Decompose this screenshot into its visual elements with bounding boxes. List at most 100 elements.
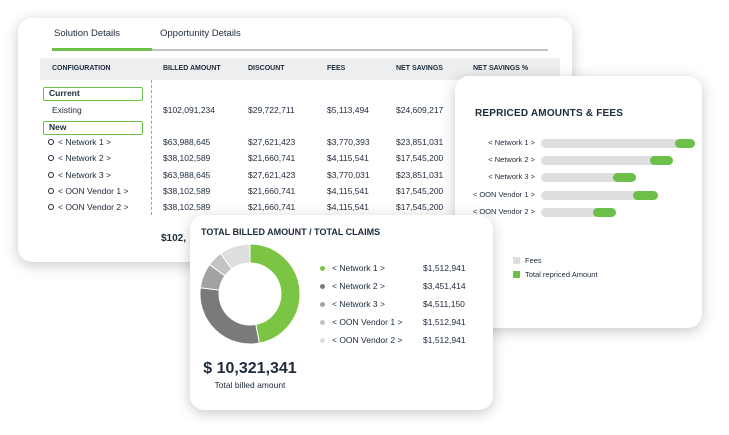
legend-dot-icon [320, 320, 325, 325]
repriced-amount-bar [675, 139, 695, 148]
column-header-bar [40, 58, 560, 80]
legend-item-value: $4,511,150 [423, 299, 465, 309]
fees-cell: $3,770,393 [327, 137, 370, 147]
tab-solution-details[interactable]: Solution Details [54, 28, 121, 39]
repriced-amount-bar [650, 156, 673, 165]
existing-net-savings: $24,609,217 [396, 105, 444, 115]
network-1-row-label[interactable]: < Network 1 > [48, 137, 111, 147]
discount-cell: $27,621,423 [248, 137, 296, 147]
billed-amount-cell: $63,988,645 [163, 137, 211, 147]
existing-row-label: Existing [52, 105, 82, 115]
tab-bar: Solution Details Opportunity Details [52, 26, 548, 54]
network-2-row-label[interactable]: < Network 2 > [48, 153, 111, 163]
repriced-amounts-card: REPRICED AMOUNTS & FEES < Network 1 > < N… [455, 76, 702, 328]
legend-fees-swatch [513, 257, 520, 264]
repriced-amount-bar [593, 208, 616, 217]
repriced-amount-bar [633, 191, 658, 200]
repriced-amount-bar [613, 173, 636, 182]
net-savings-cell: $17,545,200 [396, 153, 444, 163]
net-savings-cell: $23,851,031 [396, 137, 444, 147]
billed-amount-cell: $63,988,645 [163, 170, 211, 180]
discount-cell: $21,660,741 [248, 202, 296, 212]
donut-legend-item: < OON Vendor 1 > $1,512,941 [320, 317, 480, 329]
donut-slice [199, 287, 260, 345]
fees-bar [541, 191, 658, 200]
discount-cell: $21,660,741 [248, 153, 296, 163]
legend-item-value: $1,512,941 [423, 335, 466, 345]
net-savings-cell: $23,851,031 [396, 170, 444, 180]
fees-cell: $4,115,541 [327, 153, 369, 163]
discount-cell: $21,660,741 [248, 186, 296, 196]
repriced-row-label: < OON Vendor 2 > [472, 207, 535, 216]
col-header-net-savings: NET SAVINGS [396, 65, 443, 72]
total-billed-value: $ 10,321,341 [203, 360, 297, 377]
donut-title: TOTAL BILLED AMOUNT / TOTAL CLAIMS [201, 227, 381, 237]
current-section-label: Current [43, 87, 143, 101]
legend-fees-label: Fees [525, 256, 542, 265]
repriced-row-label: < OON Vendor 1 > [472, 190, 535, 199]
col-header-discount: DISCOUNT [248, 65, 285, 72]
col-header-fees: FEES [327, 65, 346, 72]
total-billed-label: Total billed amount [214, 380, 286, 390]
billed-amount-cell: $38,102,589 [163, 186, 211, 196]
fees-bar [541, 208, 616, 217]
tab-underline [52, 49, 548, 51]
total-billed-amount-card: TOTAL BILLED AMOUNT / TOTAL CLAIMS $ 10,… [190, 215, 493, 410]
existing-billed-amount: $102,091,234 [163, 105, 215, 115]
repriced-row-label: < Network 2 > [488, 155, 535, 164]
repriced-row-label: < Network 3 > [488, 172, 535, 181]
existing-fees: $5,113,494 [327, 105, 369, 115]
repriced-title: REPRICED AMOUNTS & FEES [475, 108, 624, 119]
fees-cell: $4,115,541 [327, 186, 369, 196]
legend-item-value: $3,451,414 [423, 281, 466, 291]
fees-cell: $4,115,541 [327, 202, 369, 212]
donut-legend-item: < Network 1 > $1,512,941 [320, 263, 480, 275]
legend-item-value: $1,512,941 [423, 317, 466, 327]
legend-item-label: < Network 3 > [332, 299, 385, 309]
legend-dot-icon [320, 338, 325, 343]
billed-amount-total: $102, [161, 233, 187, 244]
net-savings-cell: $17,545,200 [396, 202, 444, 212]
oon-vendor-2-row-label[interactable]: < OON Vendor 2 > [48, 202, 128, 212]
legend-fees: Fees [513, 256, 542, 265]
radio-icon[interactable] [48, 188, 54, 194]
tab-opportunity-details[interactable]: Opportunity Details [160, 28, 241, 39]
donut-legend-item: < OON Vendor 2 > $1,512,941 [320, 335, 480, 347]
legend-total-repriced: Total repriced Amount [513, 270, 598, 279]
fees-cell: $3,770,031 [327, 170, 370, 180]
fees-bar [541, 173, 636, 182]
network-3-row-label[interactable]: < Network 3 > [48, 170, 111, 180]
donut-slice [249, 243, 301, 344]
existing-discount: $29,722,711 [248, 105, 295, 115]
legend-dot-icon [320, 284, 325, 289]
new-section-label: New [43, 121, 143, 135]
oon-vendor-1-row-label[interactable]: < OON Vendor 1 > [48, 186, 128, 196]
donut-legend-item: < Network 2 > $3,451,414 [320, 281, 480, 293]
radio-icon[interactable] [48, 172, 54, 178]
legend-repriced-swatch [513, 271, 520, 278]
radio-icon[interactable] [48, 204, 54, 210]
legend-item-label: < OON Vendor 1 > [332, 317, 403, 327]
col-header-configuration: CONFIGURATION [52, 65, 111, 72]
legend-dot-icon [320, 302, 325, 307]
column-divider [151, 80, 152, 215]
fees-bar [541, 156, 673, 165]
donut-legend-item: < Network 3 > $4,511,150 [320, 299, 480, 311]
donut-chart [199, 243, 301, 345]
radio-icon[interactable] [48, 155, 54, 161]
col-header-billed-amount: BILLED AMOUNT [163, 65, 221, 72]
legend-item-label: < Network 1 > [332, 263, 385, 273]
billed-amount-cell: $38,102,589 [163, 153, 211, 163]
legend-item-value: $1,512,941 [423, 263, 466, 273]
legend-item-label: < OON Vendor 2 > [332, 335, 403, 345]
fees-bar [541, 139, 695, 148]
legend-repriced-label: Total repriced Amount [525, 270, 598, 279]
active-tab-indicator [52, 48, 152, 51]
repriced-row-label: < Network 1 > [488, 138, 535, 147]
legend-dot-icon [320, 266, 325, 271]
net-savings-cell: $17,545,200 [396, 186, 444, 196]
radio-icon[interactable] [48, 139, 54, 145]
donut-slice [219, 243, 251, 270]
billed-amount-cell: $38,102,589 [163, 202, 211, 212]
col-header-net-savings-pct: NET SAVINGS % [473, 65, 529, 72]
